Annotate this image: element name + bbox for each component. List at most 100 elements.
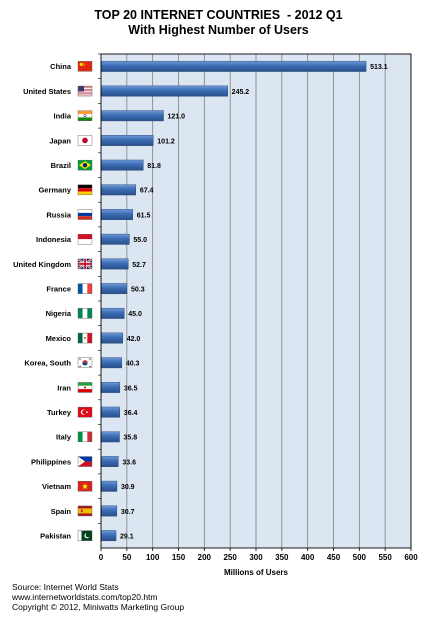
x-tick-label: 50	[122, 553, 131, 562]
footer-copyright: Copyright © 2012, Miniwatts Marketing Gr…	[12, 602, 185, 612]
bar	[100, 60, 367, 72]
x-tick-label: 500	[353, 553, 367, 562]
chart-subtitle: With Highest Number of Users	[128, 23, 309, 37]
category-label: Iran	[57, 383, 71, 392]
x-tick-label: 450	[327, 553, 341, 562]
category-label: Nigeria	[46, 309, 72, 318]
data-label: 513.1	[370, 64, 388, 71]
bar	[100, 406, 121, 418]
brazil-flag-icon	[77, 159, 93, 171]
philippines-flag-icon	[77, 456, 93, 467]
data-label: 50.3	[131, 286, 145, 293]
bar	[100, 505, 118, 517]
data-label: 61.5	[137, 212, 151, 219]
bar	[100, 110, 164, 122]
bar	[100, 233, 130, 245]
bar	[100, 209, 133, 220]
france-flag-icon	[77, 283, 93, 294]
india-flag-icon	[77, 110, 93, 121]
bar	[100, 283, 128, 295]
x-tick-label: 350	[275, 553, 289, 562]
data-label: 33.6	[122, 459, 136, 466]
x-tick-label: 0	[99, 553, 104, 562]
bar	[100, 159, 144, 171]
data-label: 81.8	[147, 163, 161, 170]
category-label: Italy	[56, 433, 72, 442]
china-flag-icon	[77, 61, 93, 72]
data-label: 36.4	[124, 410, 138, 417]
data-label: 42.0	[127, 336, 141, 343]
germany-flag-icon	[77, 184, 93, 196]
category-label: Indonesia	[36, 235, 72, 244]
turkey-flag-icon	[77, 406, 93, 418]
footer-url: www.internetworldstats.com/top20.htm	[12, 592, 158, 602]
chart-title-block: TOP 20 INTERNET COUNTRIES - 2012 Q1 With…	[0, 8, 437, 38]
bar	[100, 456, 119, 467]
category-label: Japan	[49, 136, 71, 145]
data-label: 121.0	[168, 114, 186, 121]
category-label: Mexico	[46, 334, 72, 343]
bar	[100, 480, 118, 492]
category-label: United Kingdom	[13, 260, 71, 269]
bar	[100, 258, 129, 270]
bar	[100, 530, 117, 542]
bar	[100, 135, 154, 146]
bar	[100, 382, 121, 393]
category-label: Pakistan	[40, 531, 71, 540]
category-label: Korea, South	[24, 359, 71, 368]
data-label: 30.7	[121, 509, 135, 516]
x-tick-label: 550	[378, 553, 392, 562]
x-tick-label: 300	[249, 553, 263, 562]
chart-title: TOP 20 INTERNET COUNTRIES - 2012 Q1	[94, 8, 343, 22]
data-label: 30.9	[121, 484, 135, 491]
spain-flag-icon	[77, 505, 93, 517]
korea-south-flag-icon	[77, 357, 93, 368]
data-label: 55.0	[133, 237, 147, 244]
category-label: United States	[23, 87, 71, 96]
data-label: 52.7	[132, 262, 146, 269]
united-states-flag-icon	[77, 85, 93, 97]
category-label: Vietnam	[42, 482, 71, 491]
data-label: 45.0	[128, 311, 142, 318]
bar	[100, 332, 123, 344]
bar	[100, 357, 123, 369]
italy-flag-icon	[77, 431, 93, 443]
vietnam-flag-icon	[77, 481, 93, 492]
category-label: Turkey	[47, 408, 72, 417]
category-label: Russia	[46, 210, 71, 219]
plot-frame	[100, 53, 412, 549]
category-label: Brazil	[51, 161, 71, 170]
data-label: 40.3	[126, 361, 140, 368]
indonesia-flag-icon	[77, 234, 93, 245]
russia-flag-icon	[77, 209, 93, 220]
pakistan-flag-icon	[77, 530, 93, 541]
x-tick-label: 100	[146, 553, 160, 562]
x-tick-label: 400	[301, 553, 315, 562]
nigeria-flag-icon	[77, 308, 93, 319]
data-label: 245.2	[232, 89, 250, 96]
data-label: 35.8	[123, 435, 137, 442]
mexico-flag-icon	[77, 332, 93, 344]
x-tick-label: 150	[172, 553, 186, 562]
category-label: France	[46, 284, 71, 293]
category-label: Philippines	[31, 457, 71, 466]
data-label: 67.4	[140, 188, 154, 195]
bar	[100, 184, 137, 196]
category-label: China	[50, 62, 72, 71]
x-tick-label: 600	[404, 553, 418, 562]
data-label: 36.5	[124, 385, 138, 392]
x-tick-label: 200	[198, 553, 212, 562]
data-label: 29.1	[120, 533, 134, 540]
category-label: India	[53, 112, 71, 121]
category-label: Germany	[38, 186, 71, 195]
iran-flag-icon	[77, 382, 93, 393]
bar	[100, 85, 228, 97]
category-label: Spain	[51, 507, 72, 516]
data-label: 101.2	[157, 138, 175, 145]
japan-flag-icon	[77, 135, 93, 146]
x-axis-label: Millions of Users	[224, 568, 289, 577]
x-tick-label: 250	[223, 553, 237, 562]
united-kingdom-flag-icon	[77, 258, 93, 270]
bar	[100, 307, 125, 319]
